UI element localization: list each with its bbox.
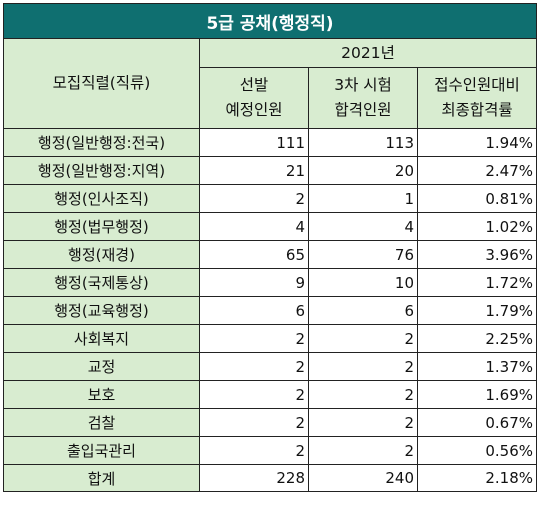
row-rate: 1.79% bbox=[416, 296, 538, 325]
row-planned: 2 bbox=[199, 352, 309, 381]
header-passed-line2: 합격인원 bbox=[334, 101, 392, 119]
header-rate-line1: 접수인원대비 bbox=[434, 76, 520, 94]
row-rate: 3.96% bbox=[416, 240, 538, 269]
row-planned: 2 bbox=[199, 324, 309, 353]
row-passed: 20 bbox=[308, 156, 418, 185]
header-rate: 접수인원대비 최종합격률 bbox=[416, 67, 538, 129]
row-planned: 65 bbox=[199, 240, 309, 269]
table-body: 행정(일반행정:전국) 111 113 1.94% 행정(일반행정:지역) 21 20 2.4… bbox=[3, 128, 538, 465]
table-row: 행정(일반행정:지역) 21 20 2.47% bbox=[3, 156, 538, 185]
row-category: 행정(교육행정) bbox=[3, 296, 200, 325]
row-planned: 2 bbox=[199, 380, 309, 409]
header-planned: 선발 예정인원 bbox=[199, 67, 309, 129]
row-rate: 0.56% bbox=[416, 436, 538, 465]
row-category: 행정(국제통상) bbox=[3, 268, 200, 297]
row-category: 교정 bbox=[3, 352, 200, 381]
row-category: 행정(일반행정:지역) bbox=[3, 156, 200, 185]
results-table: 5급 공채(행정직) 모집직렬(직류) 2021년 선발 예정인원 3차 시험 … bbox=[2, 3, 538, 492]
table-title: 5급 공채(행정직) bbox=[2, 3, 538, 39]
header-passed-line1: 3차 시험 bbox=[334, 76, 392, 94]
row-planned: 2 bbox=[199, 408, 309, 437]
table-row: 사회복지 2 2 2.25% bbox=[3, 324, 538, 353]
header-planned-line1: 선발 bbox=[239, 76, 269, 94]
header-passed: 3차 시험 합격인원 bbox=[308, 67, 418, 129]
header-category: 모집직렬(직류) bbox=[3, 38, 200, 129]
row-passed: 4 bbox=[308, 212, 418, 241]
row-rate: 2.25% bbox=[416, 324, 538, 353]
row-category: 행정(재경) bbox=[3, 240, 200, 269]
row-category: 행정(일반행정:전국) bbox=[3, 128, 200, 157]
header-planned-line2: 예정인원 bbox=[225, 101, 283, 119]
row-passed: 1 bbox=[308, 184, 418, 213]
total-passed: 240 bbox=[308, 464, 418, 492]
row-planned: 4 bbox=[199, 212, 309, 241]
row-category: 행정(인사조직) bbox=[3, 184, 200, 213]
row-planned: 6 bbox=[199, 296, 309, 325]
row-rate: 1.72% bbox=[416, 268, 538, 297]
row-passed: 2 bbox=[308, 436, 418, 465]
table-row: 행정(교육행정) 6 6 1.79% bbox=[3, 296, 538, 325]
row-rate: 2.47% bbox=[416, 156, 538, 185]
table-row: 행정(국제통상) 9 10 1.72% bbox=[3, 268, 538, 297]
row-planned: 2 bbox=[199, 184, 309, 213]
row-passed: 2 bbox=[308, 408, 418, 437]
total-label: 합계 bbox=[3, 464, 200, 492]
row-planned: 111 bbox=[199, 128, 309, 157]
row-rate: 1.69% bbox=[416, 380, 538, 409]
row-category: 출입국관리 bbox=[3, 436, 200, 465]
row-rate: 0.81% bbox=[416, 184, 538, 213]
table-row: 행정(인사조직) 2 1 0.81% bbox=[3, 184, 538, 213]
row-rate: 1.94% bbox=[416, 128, 538, 157]
table-row: 행정(법무행정) 4 4 1.02% bbox=[3, 212, 538, 241]
total-rate: 2.18% bbox=[416, 464, 538, 492]
total-planned: 228 bbox=[199, 464, 309, 492]
table-row: 보호 2 2 1.69% bbox=[3, 380, 538, 409]
row-passed: 113 bbox=[308, 128, 418, 157]
row-category: 행정(법무행정) bbox=[3, 212, 200, 241]
table-row: 행정(일반행정:전국) 111 113 1.94% bbox=[3, 128, 538, 157]
table-row: 출입국관리 2 2 0.56% bbox=[3, 436, 538, 465]
table-row: 행정(재경) 65 76 3.96% bbox=[3, 240, 538, 269]
row-passed: 10 bbox=[308, 268, 418, 297]
row-passed: 6 bbox=[308, 296, 418, 325]
row-passed: 2 bbox=[308, 324, 418, 353]
header-rate-line2: 최종합격률 bbox=[441, 101, 513, 119]
row-passed: 2 bbox=[308, 352, 418, 381]
row-rate: 0.67% bbox=[416, 408, 538, 437]
row-planned: 2 bbox=[199, 436, 309, 465]
row-planned: 21 bbox=[199, 156, 309, 185]
row-rate: 1.37% bbox=[416, 352, 538, 381]
row-planned: 9 bbox=[199, 268, 309, 297]
table-row: 교정 2 2 1.37% bbox=[3, 352, 538, 381]
row-category: 사회복지 bbox=[3, 324, 200, 353]
row-category: 보호 bbox=[3, 380, 200, 409]
table-row: 검찰 2 2 0.67% bbox=[3, 408, 538, 437]
results-table-container: 5급 공채(행정직) 모집직렬(직류) 2021년 선발 예정인원 3차 시험 … bbox=[2, 3, 538, 492]
row-category: 검찰 bbox=[3, 408, 200, 437]
row-passed: 76 bbox=[308, 240, 418, 269]
header-year: 2021년 bbox=[198, 38, 538, 68]
row-passed: 2 bbox=[308, 380, 418, 409]
row-rate: 1.02% bbox=[416, 212, 538, 241]
total-row: 합계 228 240 2.18% bbox=[3, 464, 538, 492]
